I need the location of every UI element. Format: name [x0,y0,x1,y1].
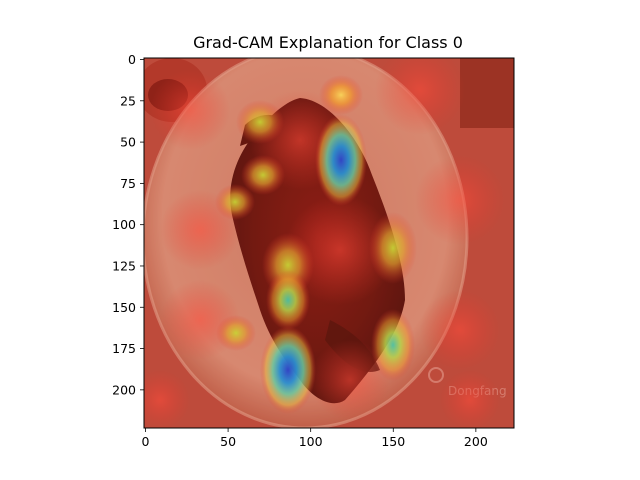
hotspot-right-mid [369,212,417,284]
y-axis: 0 25 50 75 100 125 150 175 200 [112,52,144,397]
hotspot-left-mid [241,155,285,195]
hotspot-right-lower [371,309,415,381]
hotspot-left-lower [216,315,256,351]
hotspot-blue-upper [315,114,367,206]
axes-frame [143,57,515,429]
x-tick-label: 0 [142,434,150,449]
x-tick-label: 150 [381,434,405,449]
y-tick-label: 25 [120,93,136,108]
hotspot-left-top [236,100,284,144]
gradcam-image: Dongfang [144,58,514,428]
hotspot-center-column [266,270,310,330]
hotspot-blue-lower [260,326,316,414]
x-axis: 0 50 100 150 200 [142,428,488,449]
hotspot-left-small [215,184,255,220]
heatmap-hotspots [215,75,417,414]
chart-title: Grad-CAM Explanation for Class 0 [193,33,463,52]
y-tick-label: 125 [112,258,136,273]
y-tick-label: 100 [112,217,136,232]
y-tick-label: 200 [112,382,136,397]
x-tick-label: 200 [464,434,488,449]
hotspot-top-right-dot [319,75,363,115]
x-tick-label: 50 [220,434,236,449]
y-tick-label: 0 [128,52,136,67]
y-tick-label: 50 [120,135,136,150]
y-tick-label: 175 [112,341,136,356]
x-tick-label: 100 [299,434,323,449]
y-tick-label: 150 [112,300,136,315]
y-tick-label: 75 [120,176,136,191]
